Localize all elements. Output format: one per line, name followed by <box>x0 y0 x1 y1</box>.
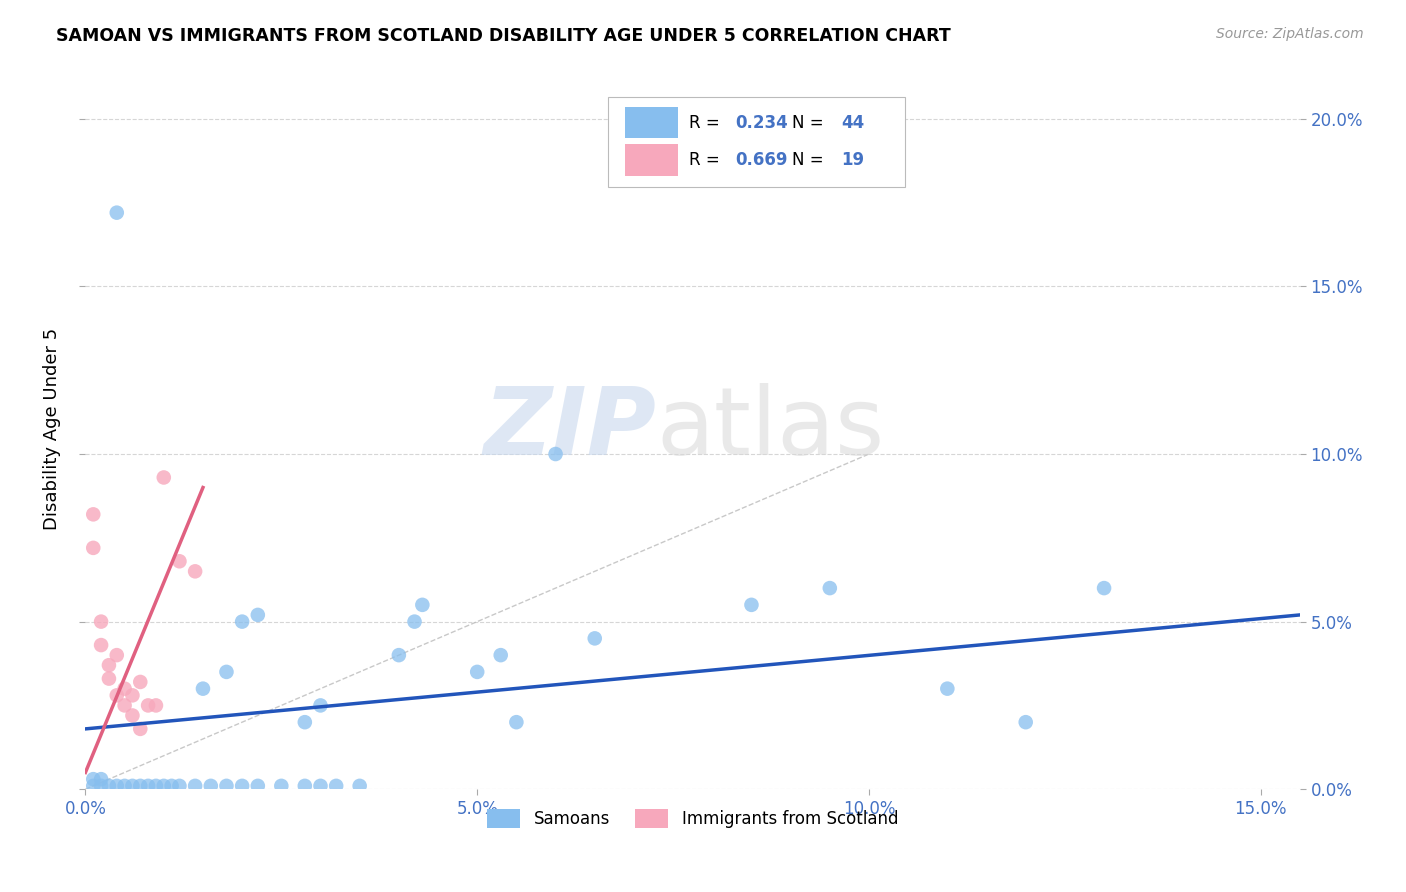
Point <box>349 779 371 793</box>
Point <box>294 779 316 793</box>
Point <box>388 648 411 662</box>
Point <box>136 698 159 713</box>
Point <box>1015 715 1038 730</box>
Point <box>90 638 112 652</box>
FancyBboxPatch shape <box>624 107 678 138</box>
Point <box>129 675 152 690</box>
Point <box>936 681 959 696</box>
Text: SAMOAN VS IMMIGRANTS FROM SCOTLAND DISABILITY AGE UNDER 5 CORRELATION CHART: SAMOAN VS IMMIGRANTS FROM SCOTLAND DISAB… <box>56 27 950 45</box>
Point <box>231 779 253 793</box>
Point <box>231 615 253 629</box>
Point <box>121 689 143 703</box>
Point <box>152 779 174 793</box>
Point <box>129 779 152 793</box>
Point <box>740 598 762 612</box>
Point <box>136 779 159 793</box>
Point <box>82 772 104 787</box>
Point <box>121 708 143 723</box>
Y-axis label: Disability Age Under 5: Disability Age Under 5 <box>44 327 60 530</box>
Point <box>309 698 332 713</box>
Point <box>505 715 527 730</box>
Text: R =: R = <box>689 113 725 132</box>
Point <box>184 565 207 579</box>
Point <box>82 541 104 555</box>
Point <box>169 779 191 793</box>
Point <box>246 779 269 793</box>
Text: 19: 19 <box>841 151 865 169</box>
Point <box>90 615 112 629</box>
Point <box>82 779 104 793</box>
FancyBboxPatch shape <box>607 97 905 187</box>
Point <box>1092 581 1115 595</box>
Point <box>82 508 104 522</box>
Point <box>184 779 207 793</box>
Point <box>97 779 120 793</box>
Point <box>489 648 512 662</box>
Point <box>818 581 841 595</box>
Text: Source: ZipAtlas.com: Source: ZipAtlas.com <box>1216 27 1364 41</box>
Point <box>169 554 191 568</box>
Point <box>129 722 152 736</box>
Point <box>465 665 488 679</box>
Point <box>97 658 120 673</box>
Point <box>114 681 136 696</box>
Point <box>114 779 136 793</box>
FancyBboxPatch shape <box>624 145 678 176</box>
Text: N =: N = <box>793 113 830 132</box>
Point <box>105 648 128 662</box>
Point <box>246 607 269 622</box>
Point <box>145 698 167 713</box>
Text: ZIP: ZIP <box>484 383 657 475</box>
Point <box>294 715 316 730</box>
Text: R =: R = <box>689 151 725 169</box>
Point <box>105 205 128 219</box>
Point <box>215 779 238 793</box>
Legend: Samoans, Immigrants from Scotland: Samoans, Immigrants from Scotland <box>481 803 905 835</box>
Point <box>191 681 214 696</box>
Text: atlas: atlas <box>657 383 884 475</box>
Point <box>544 447 567 461</box>
Text: N =: N = <box>793 151 830 169</box>
Point <box>411 598 433 612</box>
Point <box>152 470 174 484</box>
Text: 0.669: 0.669 <box>735 151 787 169</box>
Text: 0.234: 0.234 <box>735 113 787 132</box>
Point <box>160 779 183 793</box>
Point <box>215 665 238 679</box>
Point <box>105 689 128 703</box>
Point <box>309 779 332 793</box>
Point <box>105 779 128 793</box>
Point <box>90 779 112 793</box>
Point <box>270 779 292 793</box>
Point <box>145 779 167 793</box>
Text: 44: 44 <box>841 113 865 132</box>
Point <box>404 615 426 629</box>
Point <box>114 698 136 713</box>
Point <box>583 632 606 646</box>
Point <box>200 779 222 793</box>
Point <box>325 779 347 793</box>
Point <box>90 772 112 787</box>
Point <box>121 779 143 793</box>
Point <box>97 672 120 686</box>
